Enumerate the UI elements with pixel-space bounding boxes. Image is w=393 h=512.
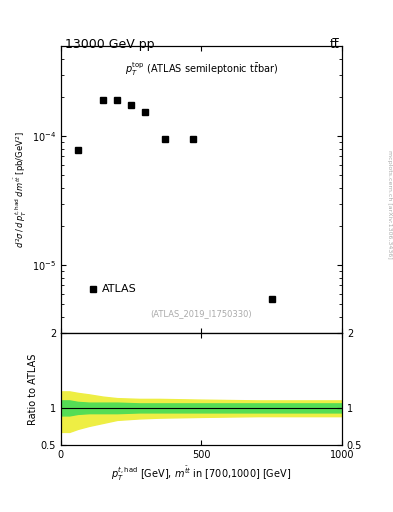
Text: ATLAS: ATLAS	[102, 285, 136, 294]
Text: (ATLAS_2019_I1750330): (ATLAS_2019_I1750330)	[151, 309, 252, 318]
Y-axis label: Ratio to ATLAS: Ratio to ATLAS	[28, 353, 38, 425]
Text: mcplots.cern.ch [arXiv:1306.3436]: mcplots.cern.ch [arXiv:1306.3436]	[387, 151, 392, 259]
X-axis label: $p_T^{t,\mathrm{had}}$ [GeV], $m^{\bar{t}t}$ in [700,1000] [GeV]: $p_T^{t,\mathrm{had}}$ [GeV], $m^{\bar{t…	[111, 464, 292, 483]
Text: tt̅: tt̅	[330, 38, 340, 51]
Text: 13000 GeV pp: 13000 GeV pp	[65, 38, 154, 51]
Text: $p_T^{\mathrm{top}}$ (ATLAS semileptonic t$\bar{t}$bar): $p_T^{\mathrm{top}}$ (ATLAS semileptonic…	[125, 60, 278, 78]
Y-axis label: $d^2\sigma\,/\,d\,p_T^{t,\mathrm{had}}\,d\,m^{t\bar{t}}$ [pb/GeV$^2$]: $d^2\sigma\,/\,d\,p_T^{t,\mathrm{had}}\,…	[13, 131, 29, 248]
